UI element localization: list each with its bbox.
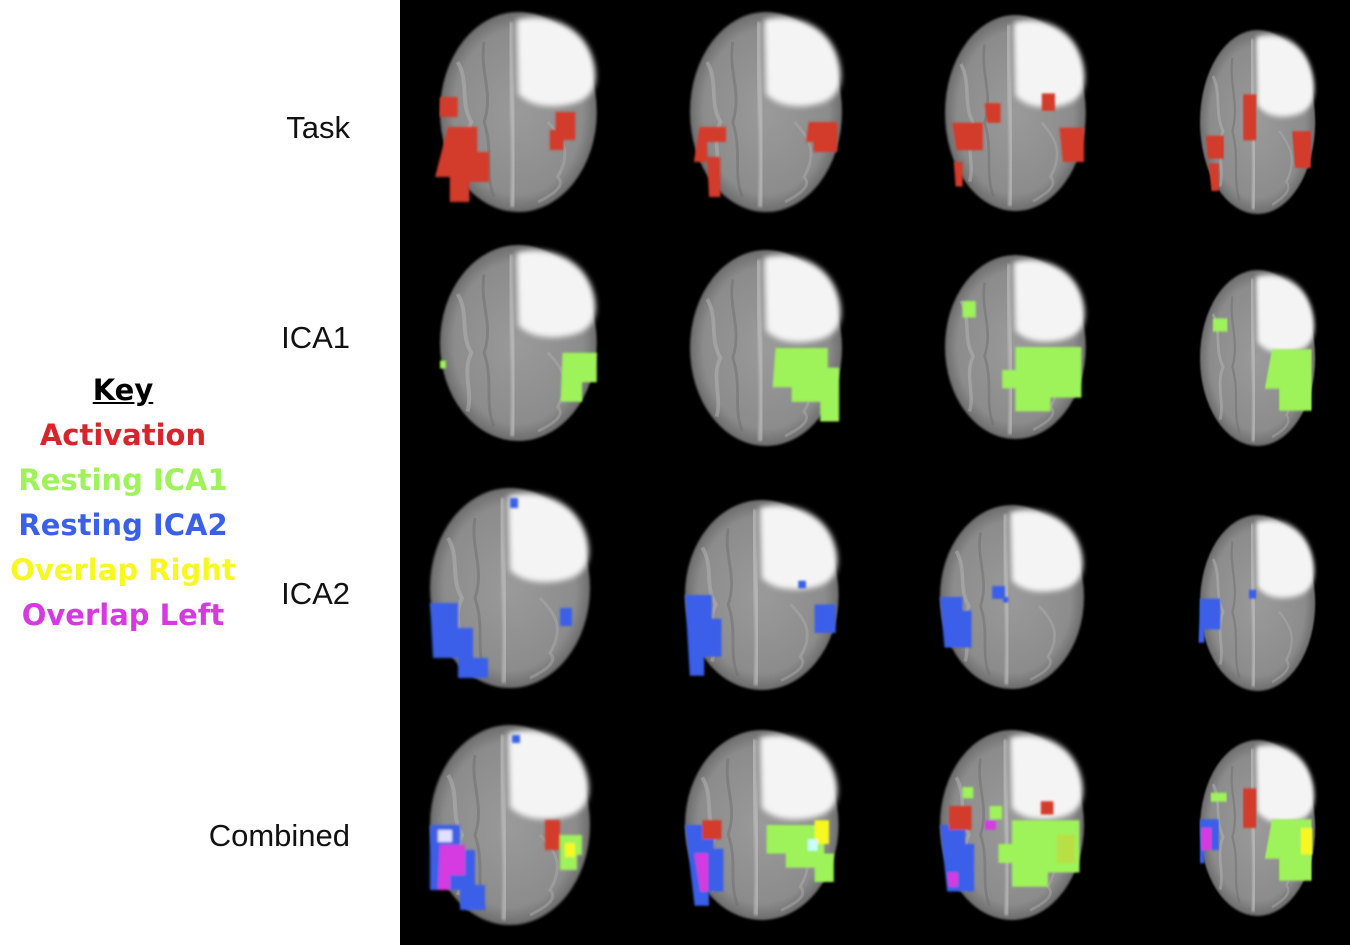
row-ica2-images [430,488,1315,691]
row-label-ica1: ICA1 [281,320,350,355]
row-label-ica2: ICA2 [281,576,350,611]
row-task-images [435,12,1315,214]
legend-item-activation: Activation [39,418,207,452]
legend-item-resting-ica2: Resting ICA2 [18,508,228,542]
row-ica1-images [440,245,1315,446]
legend-item-overlap-left: Overlap Left [21,598,225,632]
legend-item-overlap-right: Overlap Right [10,553,236,587]
row-label-task: Task [286,110,350,145]
brain-grid-svg [400,0,1350,945]
legend-title: Key [92,373,154,407]
brain-image-grid [400,0,1350,945]
row-combined-images [430,725,1315,925]
legend: Key Activation Resting ICA1 Resting ICA2… [0,368,246,638]
legend-item-resting-ica1: Resting ICA1 [18,463,228,497]
row-label-combined: Combined [208,818,350,853]
